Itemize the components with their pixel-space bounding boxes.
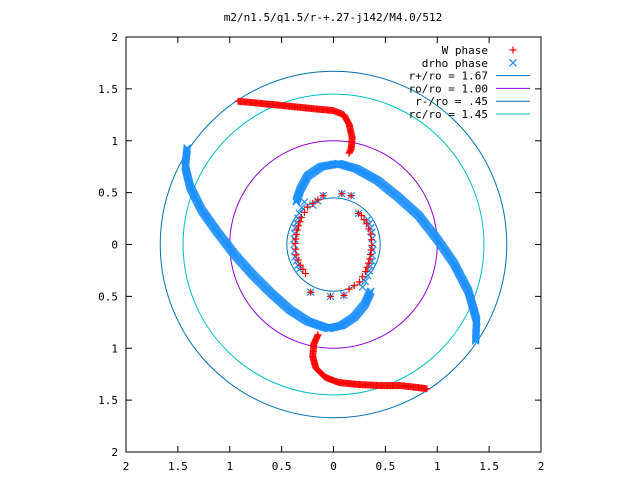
- series-group: [181, 97, 481, 393]
- series-0: [234, 97, 431, 393]
- circle-1: [229, 140, 438, 349]
- series-1: [181, 144, 481, 345]
- series-1-inner_arm_2-point-9: [368, 234, 377, 243]
- series-0-outer_arm_1-point-120: [345, 149, 353, 157]
- legend-label-3: ro/ro = 1.00: [409, 82, 488, 95]
- x-tick-label-8: 2: [538, 460, 545, 473]
- chart-title: m2/n1.5/q1.5/r-+.27-j142/M4.0/512: [224, 11, 443, 24]
- series-0-inner_arm_1-point-8: [292, 230, 300, 238]
- y-tick-label-3: 0.5: [98, 187, 118, 200]
- series-0-inner_arm_1-point-5: [296, 218, 304, 226]
- series-0-inner_arm_2-point-2: [355, 278, 363, 286]
- series-0-inner_arm_1-point-3: [300, 208, 308, 216]
- series-0-isolated-point-3: [354, 209, 362, 217]
- series-0-inner_arm_2-point-8: [367, 251, 375, 259]
- series-0-inner_arm_2-point-1: [350, 281, 358, 289]
- circle-2: [286, 197, 381, 292]
- x-tick-label-7: 1.5: [479, 460, 499, 473]
- y-tick-label-5: 0.5: [98, 290, 118, 303]
- x-tick-label-2: 1: [226, 460, 233, 473]
- series-1-inner_arm_1-point-9: [290, 246, 299, 255]
- series-0-inner_arm_1-point-9: [292, 235, 300, 243]
- axis-ticks: 2 1.5 1 0.5 0 0.5 1 1.5 221.510.500.511.52: [98, 31, 544, 473]
- legend-label-0: W phase: [442, 44, 488, 57]
- series-0-inner_arm_1-point-7: [293, 226, 301, 234]
- series-0-isolated-point-0: [319, 192, 327, 200]
- series-1-inner_arm_1-point-0: [300, 198, 309, 206]
- x-tick-label-1: 1.5: [168, 460, 188, 473]
- x-tick-label-5: 0.5: [375, 460, 395, 473]
- series-0-inner_arm_1-point-2: [304, 203, 312, 211]
- x-tick-label-3: 0.5: [272, 460, 292, 473]
- y-tick-label-2: 1: [111, 135, 118, 148]
- series-0-inner_arm_2-point-6: [364, 259, 372, 267]
- series-0-inner_arm_2-point-13: [365, 225, 373, 233]
- series-0-isolated-point-5: [326, 292, 334, 300]
- legend-label-5: rc/ro = 1.45: [409, 108, 488, 121]
- series-0-inner_arm_1-point-4: [297, 214, 305, 222]
- series-0-inner_arm_1-point-1: [309, 200, 317, 208]
- series-0-isolated-point-6: [307, 288, 315, 296]
- legend-swatch-1: [509, 58, 517, 67]
- series-0-inner_arm_1-point-16: [301, 270, 309, 278]
- x-tick-label-6: 1: [434, 460, 441, 473]
- y-tick-label-1: 1.5: [98, 83, 118, 96]
- series-0-inner_arm_1-point-0: [314, 196, 322, 204]
- series-1-inner_arm_2-point-0: [358, 283, 367, 291]
- series-1-inner_arm_1-point-8: [290, 240, 298, 249]
- series-0-inner_arm_2-point-7: [366, 255, 374, 263]
- y-tick-label-7: 1.5: [98, 394, 118, 407]
- legend-label-1: drho phase: [422, 57, 488, 70]
- series-0-inner_arm_2-point-12: [367, 230, 375, 238]
- series-0-inner_arm_2-point-4: [362, 267, 370, 275]
- y-tick-label-6: 1: [111, 342, 118, 355]
- series-0-inner_arm_1-point-6: [295, 222, 303, 230]
- circle-3: [182, 93, 485, 396]
- series-0-inner_arm_1-point-14: [296, 261, 304, 269]
- series-1-inner_arm_1-point-11: [292, 257, 301, 266]
- y-tick-label-8: 2: [111, 446, 118, 459]
- x-tick-label-4: 0: [330, 460, 337, 473]
- series-0-inner_arm_2-point-15: [360, 216, 368, 224]
- series-0-inner_arm_2-point-0: [345, 285, 353, 293]
- series-0-outer_arm_2-point-123: [423, 385, 431, 393]
- series-0-isolated-point-1: [338, 190, 346, 198]
- y-tick-label-0: 2: [111, 31, 118, 44]
- circle-0: [159, 70, 508, 419]
- series-0-inner_arm_1-point-12: [292, 251, 300, 259]
- legend-swatch-0: [509, 46, 517, 54]
- x-tick-label-0: 2: [123, 460, 130, 473]
- series-1-inner_arm_2-point-8: [369, 240, 377, 249]
- series-0-isolated-point-4: [340, 291, 348, 299]
- series-1-inner_arm_2-point-13: [363, 215, 372, 224]
- series-0-inner_arm_2-point-14: [363, 220, 371, 228]
- y-tick-label-4: 0: [111, 239, 118, 252]
- series-0-inner_arm_1-point-15: [299, 265, 307, 273]
- reference-circles: [159, 70, 508, 419]
- legend-label-4: r-/ro = .45: [415, 95, 488, 108]
- series-0-isolated-point-2: [347, 192, 355, 200]
- series-1-outer_arm_1-point-242: [366, 287, 375, 296]
- legend-label-2: r+/ro = 1.67: [409, 70, 488, 83]
- series-0-inner_arm_2-point-9: [367, 246, 375, 254]
- series-1-inner_arm_2-point-11: [366, 223, 375, 232]
- series-1-inner_arm_1-point-13: [295, 265, 304, 274]
- series-0-inner_arm_1-point-13: [294, 256, 302, 264]
- series-0-inner_arm_2-point-3: [359, 273, 367, 281]
- series-0-inner_arm_2-point-5: [363, 263, 371, 271]
